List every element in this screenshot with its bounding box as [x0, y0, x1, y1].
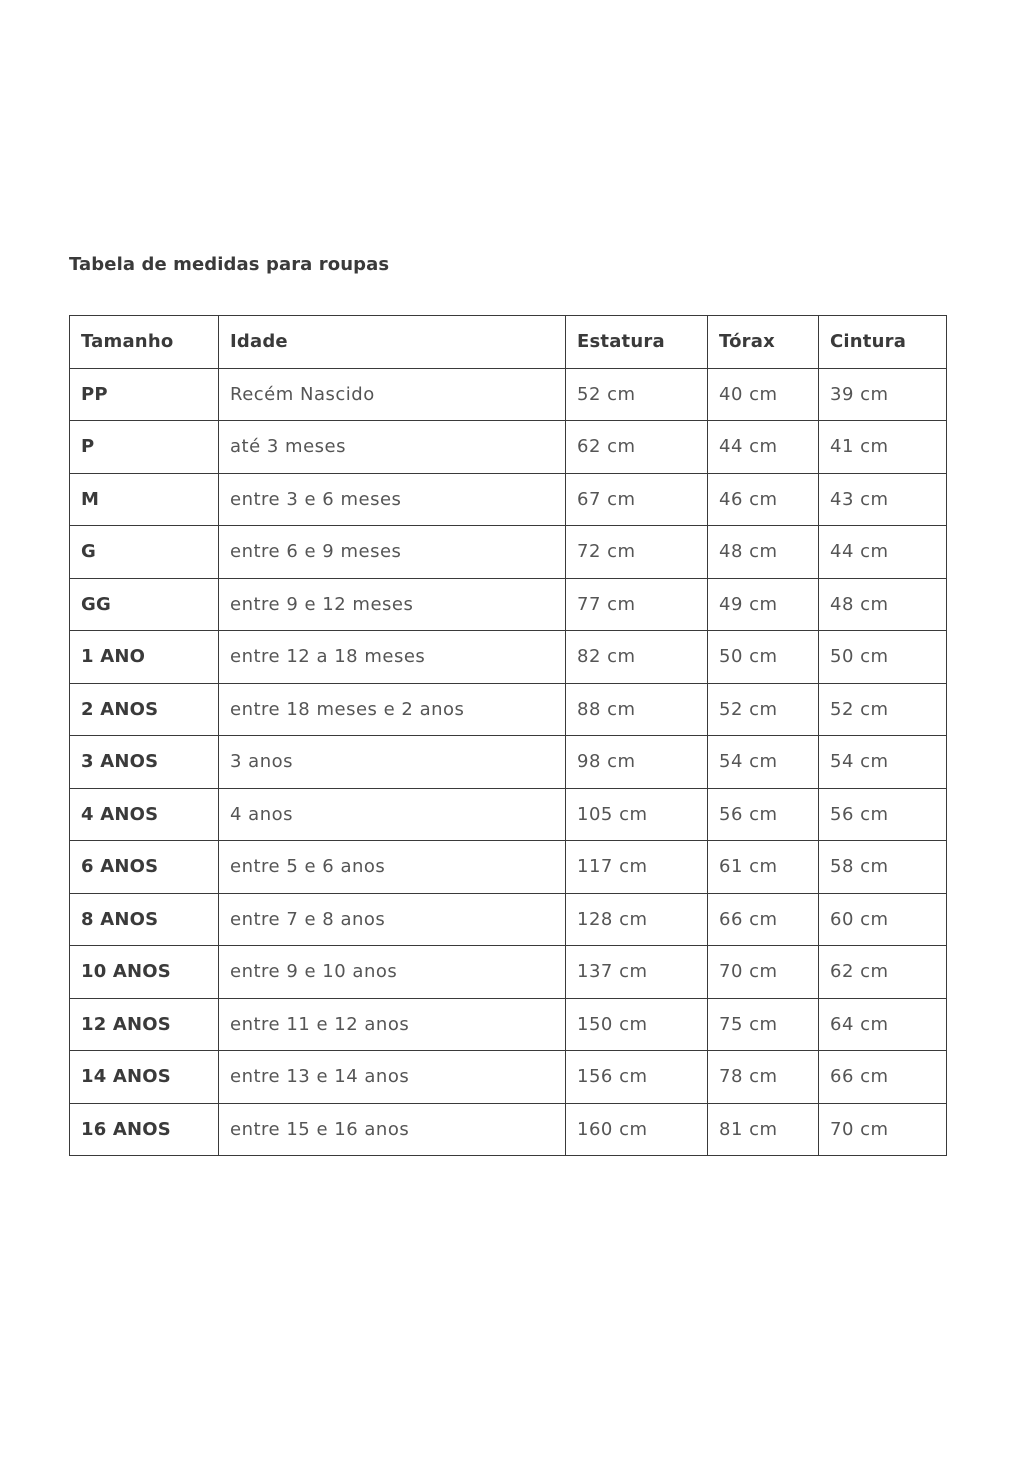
- cell-torax: 52 cm: [707, 682, 819, 736]
- cell-cintura: 70 cm: [818, 1102, 947, 1156]
- cell-cintura: 44 cm: [818, 525, 947, 579]
- cell-torax: 44 cm: [707, 420, 819, 474]
- table-row: 16 ANOS entre 15 e 16 anos 160 cm 81 cm 70 c…: [69, 1102, 947, 1156]
- header-idade: Idade: [218, 315, 566, 369]
- table-row: 12 ANOS entre 11 e 12 anos 150 cm 75 cm 64 c…: [69, 997, 947, 1051]
- cell-idade: entre 15 e 16 anos: [218, 1102, 566, 1156]
- table-row: 8 ANOS entre 7 e 8 anos 128 cm 66 cm 60 cm: [69, 892, 947, 946]
- cell-cintura: 60 cm: [818, 892, 947, 946]
- header-torax: Tórax: [707, 315, 819, 369]
- cell-tamanho: 1 ANO: [69, 630, 219, 684]
- cell-tamanho: GG: [69, 577, 219, 631]
- cell-torax: 56 cm: [707, 787, 819, 841]
- cell-estatura: 137 cm: [565, 945, 708, 999]
- cell-tamanho: 14 ANOS: [69, 1050, 219, 1104]
- header-estatura: Estatura: [565, 315, 708, 369]
- cell-idade: entre 5 e 6 anos: [218, 840, 566, 894]
- cell-tamanho: 16 ANOS: [69, 1102, 219, 1156]
- table-row: 10 ANOS entre 9 e 10 anos 137 cm 70 cm 62 cm: [69, 945, 947, 999]
- cell-tamanho: PP: [69, 367, 219, 421]
- cell-idade: até 3 meses: [218, 420, 566, 474]
- cell-estatura: 105 cm: [565, 787, 708, 841]
- cell-cintura: 48 cm: [818, 577, 947, 631]
- cell-cintura: 62 cm: [818, 945, 947, 999]
- cell-cintura: 64 cm: [818, 997, 947, 1051]
- cell-torax: 46 cm: [707, 472, 819, 526]
- cell-idade: entre 9 e 12 meses: [218, 577, 566, 631]
- cell-estatura: 52 cm: [565, 367, 708, 421]
- cell-estatura: 82 cm: [565, 630, 708, 684]
- cell-torax: 61 cm: [707, 840, 819, 894]
- size-table: Tamanho Idade Estatura Tórax Cintura PP R…: [69, 315, 947, 1156]
- header-cintura: Cintura: [818, 315, 947, 369]
- cell-tamanho: G: [69, 525, 219, 579]
- table-header-row: Tamanho Idade Estatura Tórax Cintura: [69, 315, 947, 369]
- cell-tamanho: 6 ANOS: [69, 840, 219, 894]
- cell-tamanho: 3 ANOS: [69, 735, 219, 789]
- cell-idade: entre 11 e 12 anos: [218, 997, 566, 1051]
- cell-tamanho: 12 ANOS: [69, 997, 219, 1051]
- cell-tamanho: 4 ANOS: [69, 787, 219, 841]
- cell-estatura: 77 cm: [565, 577, 708, 631]
- cell-idade: entre 12 a 18 meses: [218, 630, 566, 684]
- cell-tamanho: 10 ANOS: [69, 945, 219, 999]
- cell-idade: 4 anos: [218, 787, 566, 841]
- cell-estatura: 117 cm: [565, 840, 708, 894]
- table-row: 4 ANOS 4 anos 105 cm 56 cm 56 cm: [69, 787, 947, 841]
- table-row: 1 ANO entre 12 a 18 meses 82 cm 50 cm 50 cm: [69, 630, 947, 684]
- cell-cintura: 39 cm: [818, 367, 947, 421]
- cell-idade: entre 7 e 8 anos: [218, 892, 566, 946]
- table-row: PP Recém Nascido 52 cm 40 cm 39 cm: [69, 367, 947, 421]
- cell-cintura: 52 cm: [818, 682, 947, 736]
- cell-cintura: 56 cm: [818, 787, 947, 841]
- cell-idade: entre 18 meses e 2 anos: [218, 682, 566, 736]
- cell-estatura: 128 cm: [565, 892, 708, 946]
- cell-cintura: 58 cm: [818, 840, 947, 894]
- table-row: 14 ANOS entre 13 e 14 anos 156 cm 78 cm 66 c…: [69, 1050, 947, 1104]
- cell-cintura: 66 cm: [818, 1050, 947, 1104]
- cell-tamanho: M: [69, 472, 219, 526]
- header-tamanho: Tamanho: [69, 315, 219, 369]
- cell-estatura: 98 cm: [565, 735, 708, 789]
- cell-torax: 48 cm: [707, 525, 819, 579]
- cell-idade: entre 9 e 10 anos: [218, 945, 566, 999]
- cell-torax: 49 cm: [707, 577, 819, 631]
- cell-tamanho: 2 ANOS: [69, 682, 219, 736]
- cell-estatura: 72 cm: [565, 525, 708, 579]
- cell-estatura: 88 cm: [565, 682, 708, 736]
- cell-torax: 50 cm: [707, 630, 819, 684]
- cell-idade: entre 13 e 14 anos: [218, 1050, 566, 1104]
- page-title: Tabela de medidas para roupas: [69, 254, 390, 275]
- cell-estatura: 160 cm: [565, 1102, 708, 1156]
- cell-cintura: 41 cm: [818, 420, 947, 474]
- cell-cintura: 54 cm: [818, 735, 947, 789]
- cell-estatura: 67 cm: [565, 472, 708, 526]
- cell-idade: entre 3 e 6 meses: [218, 472, 566, 526]
- cell-torax: 54 cm: [707, 735, 819, 789]
- table-row: 2 ANOS entre 18 meses e 2 anos 88 cm 52 cm 5…: [69, 682, 947, 736]
- cell-torax: 78 cm: [707, 1050, 819, 1104]
- cell-torax: 75 cm: [707, 997, 819, 1051]
- cell-tamanho: 8 ANOS: [69, 892, 219, 946]
- cell-tamanho: P: [69, 420, 219, 474]
- cell-estatura: 62 cm: [565, 420, 708, 474]
- table-row: GG entre 9 e 12 meses 77 cm 49 cm 48 cm: [69, 577, 947, 631]
- table-row: 3 ANOS 3 anos 98 cm 54 cm 54 cm: [69, 735, 947, 789]
- cell-torax: 81 cm: [707, 1102, 819, 1156]
- cell-idade: 3 anos: [218, 735, 566, 789]
- table-row: 6 ANOS entre 5 e 6 anos 117 cm 61 cm 58 cm: [69, 840, 947, 894]
- cell-torax: 40 cm: [707, 367, 819, 421]
- cell-cintura: 50 cm: [818, 630, 947, 684]
- cell-idade: entre 6 e 9 meses: [218, 525, 566, 579]
- cell-estatura: 150 cm: [565, 997, 708, 1051]
- cell-cintura: 43 cm: [818, 472, 947, 526]
- cell-idade: Recém Nascido: [218, 367, 566, 421]
- cell-torax: 66 cm: [707, 892, 819, 946]
- cell-estatura: 156 cm: [565, 1050, 708, 1104]
- cell-torax: 70 cm: [707, 945, 819, 999]
